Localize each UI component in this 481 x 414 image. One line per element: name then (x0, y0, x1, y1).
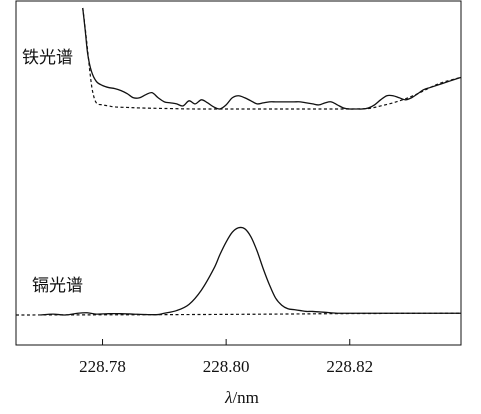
x-axis-label-unit: /nm (232, 388, 258, 407)
curves (15, 7, 462, 316)
iron-baseline-dashed-line (82, 7, 462, 110)
cadmium-spectrum-line (40, 226, 461, 316)
x-tick-label: 228.80 (203, 357, 250, 376)
iron-spectrum-line (82, 7, 462, 110)
x-axis-label: λ/nm (224, 388, 259, 407)
x-tick-label: 228.78 (79, 357, 126, 376)
x-ticks: 228.78 228.80 228.82 (79, 339, 373, 376)
x-axis-label-lambda: λ (224, 388, 232, 407)
x-tick-label: 228.82 (326, 357, 373, 376)
cadmium-baseline-dashed-line (15, 312, 462, 316)
panel-label-iron: 铁光谱 (22, 48, 73, 68)
plot-frame (15, 0, 462, 346)
panel-label-cadmium: 镉光谱 (32, 276, 83, 296)
